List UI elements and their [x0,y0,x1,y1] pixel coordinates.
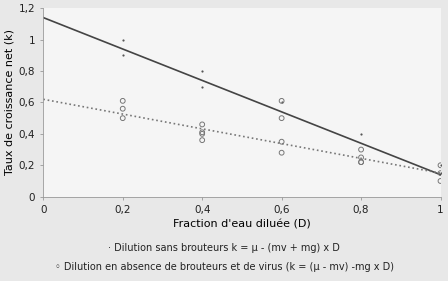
Point [198,69,206,73]
Point [358,147,365,152]
Point [437,163,444,167]
Point [119,37,126,42]
Text: · Dilution sans brouteurs k = μ - (mv + mg) x D: · Dilution sans brouteurs k = μ - (mv + … [108,243,340,253]
Point [437,179,444,183]
Point [278,116,285,120]
Point [119,53,126,58]
Point [278,100,285,105]
Point [119,99,126,103]
Point [437,171,444,175]
Point [358,160,365,164]
Point [198,122,206,127]
Y-axis label: Taux de croissance net (k): Taux de croissance net (k) [4,30,14,175]
Point [198,132,206,136]
Point [119,106,126,111]
Point [278,150,285,155]
Point [437,163,444,167]
Point [119,116,126,120]
Text: ◦ Dilution en absence de brouteurs et de virus (k = (μ - mv) -mg x D): ◦ Dilution en absence de brouteurs et de… [55,262,393,272]
Point [358,155,365,160]
Point [198,130,206,135]
Point [278,139,285,144]
Point [437,171,444,175]
X-axis label: Fraction d'eau diluée (D): Fraction d'eau diluée (D) [173,219,311,229]
Point [358,132,365,136]
Point [198,85,206,89]
Point [358,160,365,164]
Point [278,99,285,103]
Point [198,138,206,142]
